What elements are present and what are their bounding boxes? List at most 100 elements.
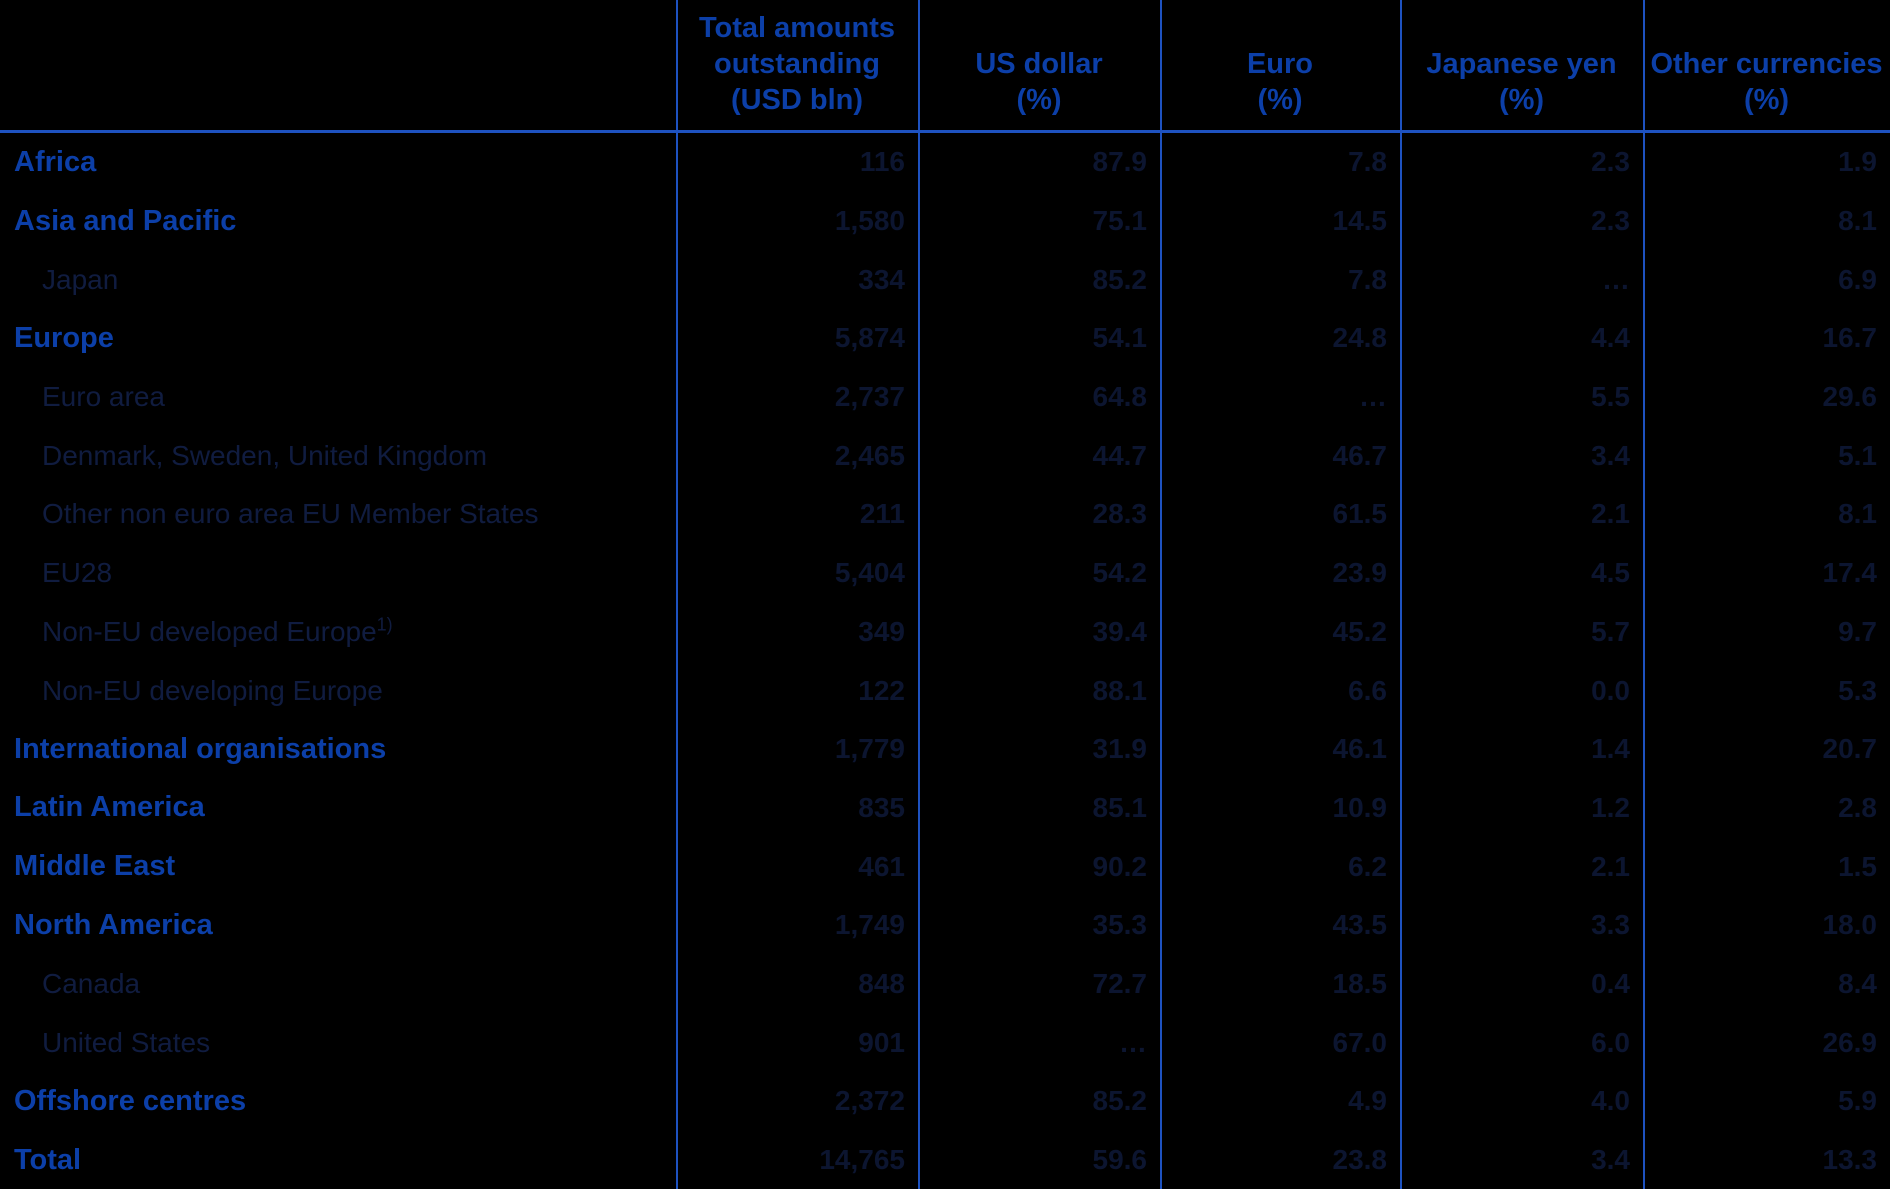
table-row: Euro area 2,737 64.8 … 5.5 29.6 — [0, 368, 1890, 427]
value-cell: 3.4 — [1591, 439, 1630, 471]
table-row: Offshore centres 2,372 85.2 4.9 4.0 5.9 — [0, 1072, 1890, 1131]
column-header-5: Other currencies (%) — [1650, 48, 1883, 116]
table-row: North America 1,749 35.3 43.5 3.3 18.0 — [0, 896, 1890, 955]
row-label: Denmark, Sweden, United Kingdom — [42, 439, 488, 471]
value-cell: 39.4 — [1092, 615, 1148, 647]
value-cell: 3.4 — [1591, 1144, 1630, 1176]
value-cell: 28.3 — [1092, 498, 1148, 530]
value-cell: 211 — [859, 498, 905, 530]
value-cell: 6.2 — [1348, 850, 1387, 882]
table-row: Other non euro area EU Member States 211 2… — [0, 485, 1890, 544]
value-cell: 14.5 — [1332, 205, 1388, 237]
row-label: Middle East — [14, 850, 176, 883]
value-cell: 5,404 — [834, 557, 905, 589]
value-cell: 46.1 — [1332, 733, 1388, 765]
column-divider-line — [918, 0, 920, 1189]
row-label: North America — [14, 908, 213, 941]
value-cell: 6.0 — [1591, 1026, 1630, 1058]
value-cell: 5.1 — [1838, 439, 1877, 471]
value-cell: 67.0 — [1332, 1026, 1388, 1058]
value-cell: 45.2 — [1332, 615, 1388, 647]
value-cell: 2,372 — [834, 1085, 905, 1117]
table-row: Asia and Pacific 1,580 75.1 14.5 2.3 8.1 — [0, 192, 1890, 251]
value-cell: 90.2 — [1092, 850, 1148, 882]
table-row: Total 14,765 59.6 23.8 3.4 13.3 — [0, 1131, 1890, 1189]
value-cell: 835 — [858, 791, 905, 823]
value-cell: 334 — [858, 263, 905, 295]
column-header-3: Euro (%) — [1246, 48, 1314, 116]
table-row: Japan 334 85.2 7.8 … 6.9 — [0, 250, 1890, 309]
value-cell: 85.1 — [1092, 791, 1148, 823]
value-cell: 43.5 — [1332, 909, 1388, 941]
value-cell: 35.3 — [1092, 909, 1148, 941]
row-label: Offshore centres — [14, 1084, 247, 1117]
value-cell: 1,580 — [834, 205, 905, 237]
value-cell: 75.1 — [1092, 205, 1148, 237]
value-cell: 18.0 — [1822, 909, 1878, 941]
value-cell: 29.6 — [1822, 381, 1878, 413]
value-cell: 54.2 — [1092, 557, 1148, 589]
row-label: Total — [14, 1143, 82, 1176]
table-row: International organisations 1,779 31.9 46.1… — [0, 720, 1890, 779]
row-label: International organisations — [14, 732, 387, 765]
value-cell: 1.2 — [1591, 791, 1630, 823]
value-cell: 116 — [859, 146, 905, 178]
column-header-2: US dollar (%) — [975, 48, 1103, 116]
value-cell: 5.7 — [1591, 615, 1630, 647]
table-row: Canada 848 72.7 18.5 0.4 8.4 — [0, 955, 1890, 1014]
value-cell: 44.7 — [1092, 439, 1148, 471]
value-cell: … — [1119, 1026, 1147, 1058]
row-label: Japan — [42, 263, 119, 295]
row-label: Other non euro area EU Member States — [42, 498, 539, 530]
value-cell: 14,765 — [819, 1144, 905, 1176]
column-divider-line — [676, 0, 678, 1189]
row-label: Africa — [14, 145, 97, 178]
value-cell: 2.1 — [1591, 498, 1630, 530]
value-cell: 1.9 — [1838, 146, 1877, 178]
column-divider-line — [1160, 0, 1162, 1189]
value-cell: 61.5 — [1332, 498, 1388, 530]
value-cell: 2.3 — [1591, 205, 1630, 237]
table-body: Africa 116 87.9 7.8 2.3 1.9 Asia and Pacific 1,… — [0, 133, 1890, 1189]
value-cell: 18.5 — [1332, 967, 1388, 999]
value-cell: 87.9 — [1092, 146, 1148, 178]
value-cell: 901 — [858, 1026, 905, 1058]
footnote-marker: 1) — [376, 614, 393, 635]
value-cell: 8.4 — [1838, 967, 1877, 999]
table-row: Latin America 835 85.1 10.9 1.2 2.8 — [0, 779, 1890, 838]
value-cell: 13.3 — [1822, 1144, 1878, 1176]
value-cell: 4.9 — [1348, 1085, 1387, 1117]
column-divider-line — [1643, 0, 1645, 1189]
value-cell: 6.9 — [1838, 263, 1877, 295]
value-cell: 64.8 — [1092, 381, 1148, 413]
value-cell: 2,737 — [834, 381, 905, 413]
table-row: Middle East 461 90.2 6.2 2.1 1.5 — [0, 837, 1890, 896]
value-cell: 1,749 — [834, 909, 905, 941]
row-label: Non-EU developed Europe1) — [42, 614, 393, 647]
value-cell: 6.6 — [1348, 674, 1387, 706]
value-cell: 2,465 — [834, 439, 905, 471]
value-cell: 7.8 — [1348, 146, 1387, 178]
table-row: Non-EU developed Europe1) 349 39.4 45.2 5.7 9… — [0, 603, 1890, 662]
value-cell: 2.8 — [1838, 791, 1877, 823]
value-cell: 5.5 — [1591, 381, 1630, 413]
value-cell: 26.9 — [1822, 1026, 1878, 1058]
value-cell: 10.9 — [1332, 791, 1388, 823]
value-cell: 8.1 — [1838, 498, 1877, 530]
value-cell: 9.7 — [1838, 615, 1877, 647]
value-cell: 1,779 — [834, 733, 905, 765]
value-cell: 54.1 — [1092, 322, 1148, 354]
column-header-1: Total amounts outstanding (USD bln) — [698, 12, 896, 116]
value-cell: 85.2 — [1092, 1085, 1148, 1117]
value-cell: 16.7 — [1822, 322, 1878, 354]
table-row: Africa 116 87.9 7.8 2.3 1.9 — [0, 133, 1890, 192]
value-cell: 5,874 — [834, 322, 905, 354]
value-cell: 349 — [858, 615, 905, 647]
value-cell: 20.7 — [1822, 733, 1878, 765]
row-label: United States — [42, 1026, 211, 1058]
value-cell: 1.5 — [1838, 850, 1877, 882]
value-cell: 85.2 — [1092, 263, 1148, 295]
column-divider-line — [1400, 0, 1402, 1189]
value-cell: 122 — [858, 674, 905, 706]
header-divider-line — [0, 130, 1890, 133]
